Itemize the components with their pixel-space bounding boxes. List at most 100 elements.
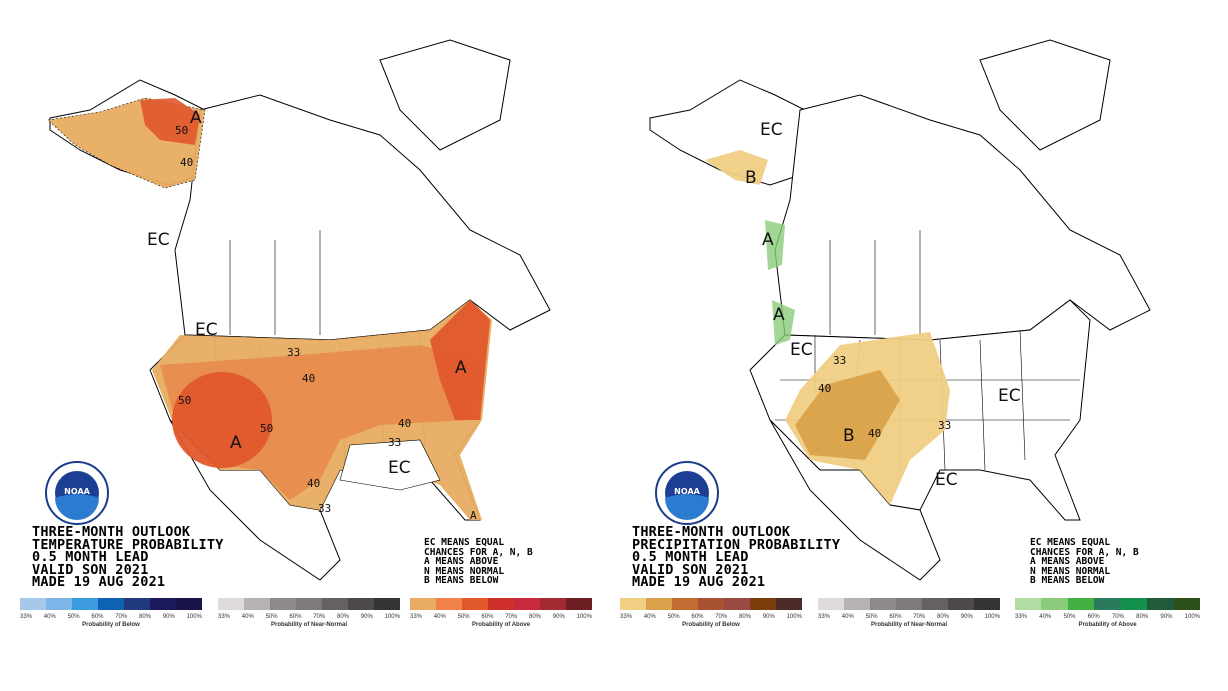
legend-title: Probability of Near-Normal: [870, 622, 947, 628]
legend-tick-label: 90%: [360, 614, 373, 620]
legend-tick-label: 40%: [241, 614, 254, 620]
legend-swatch: [948, 598, 974, 610]
map-label: A: [455, 358, 467, 378]
map-label: 50: [260, 422, 274, 435]
legend-tick-label: 70%: [115, 614, 128, 620]
legend-below: 33% 40% 50% 60% 70% 80% 90% 100% Probability of …: [620, 598, 802, 638]
legend-swatch: [540, 598, 566, 610]
map-label: 33: [388, 436, 402, 449]
legend-color-bar: [20, 598, 202, 610]
map-label: B: [843, 426, 855, 446]
legend-tick-label: 33%: [218, 614, 231, 620]
legend-swatch: [1120, 598, 1148, 610]
alaska-below-33: [705, 150, 768, 185]
legend-swatch: [974, 598, 1000, 610]
legend-tick-label: 50%: [265, 614, 278, 620]
legend-swatch: [322, 598, 348, 610]
legend-title: Probability of Above: [471, 622, 531, 628]
legend-swatch: [436, 598, 462, 610]
legend-tick-label: 70%: [313, 614, 326, 620]
map-label: EC: [195, 320, 218, 340]
map-label: A: [230, 433, 242, 453]
legend-tick-label: 80%: [336, 614, 349, 620]
legend-swatch: [1147, 598, 1174, 610]
legend-swatch: [620, 598, 646, 610]
legend-swatch: [124, 598, 150, 610]
legend-tick-label: 80%: [936, 614, 949, 620]
legend-tick-label: 90%: [1160, 614, 1173, 620]
map-label: 40: [302, 372, 316, 385]
legend-tick-label: 60%: [1087, 614, 1100, 620]
legend-swatch: [818, 598, 844, 610]
legend-tick-label: 80%: [528, 614, 541, 620]
legend-tick-label: 40%: [433, 614, 446, 620]
legend-tick-label: 40%: [1039, 614, 1052, 620]
legend-color-bar: [410, 598, 592, 610]
legend-tick-label: 33%: [20, 614, 33, 620]
legend-tick-label: 70%: [505, 614, 518, 620]
map-label: EC: [935, 470, 958, 490]
map-label: EC: [760, 120, 783, 140]
map-label: 40: [307, 477, 321, 490]
legend-swatch: [646, 598, 672, 610]
legend-swatch: [514, 598, 540, 610]
legend-swatch: [698, 598, 724, 610]
svg-text:NOAA: NOAA: [674, 487, 700, 496]
precipitation-outlook-panel: EC B A A EC 33 40 B 40 33 EC EC NOAA THR…: [610, 0, 1210, 691]
noaa-logo: NOAA: [45, 461, 109, 525]
legend-tick-label: 50%: [67, 614, 80, 620]
legend-swatch: [566, 598, 592, 610]
legend-tick-label: 33%: [620, 614, 633, 620]
map-label: B: [745, 168, 757, 188]
legend-tick-label: 60%: [691, 614, 704, 620]
legend-swatch: [1173, 598, 1200, 610]
legend-swatch: [922, 598, 948, 610]
legend-swatch: [844, 598, 870, 610]
legend-color-bar: [818, 598, 1000, 610]
legend-ticks: 33% 40% 50% 60% 70% 80% 90% 100%: [218, 614, 400, 620]
temperature-map: [47, 39, 551, 581]
map-label: EC: [998, 386, 1021, 406]
legend-tick-label: 40%: [643, 614, 656, 620]
legend-near-normal: 33% 40% 50% 60% 70% 80% 90% 100% Probability of …: [218, 598, 400, 638]
map-label: EC: [790, 340, 813, 360]
legend-tick-label: 70%: [715, 614, 728, 620]
legend-swatch: [244, 598, 270, 610]
legend-tick-label: 50%: [865, 614, 878, 620]
outlook-title: THREE-MONTH OUTLOOK PRECIPITATION PROBABI…: [632, 524, 841, 590]
legend-swatch: [462, 598, 488, 610]
legend-swatch: [1067, 598, 1095, 610]
legend-ticks: 33% 40% 50% 60% 70% 80% 90% 100%: [410, 614, 592, 620]
map-label: 50: [178, 394, 192, 407]
legend-swatch: [1094, 598, 1121, 610]
legend-title: Probability of Below: [682, 622, 740, 628]
temperature-outlook-panel: A 50 40 EC EC 33 40 50 50 A A 40 33 40 3…: [0, 0, 600, 691]
legend-swatch: [410, 598, 436, 610]
legend-swatch: [1015, 598, 1042, 610]
legend-tick-label: 50%: [457, 614, 470, 620]
legend-ticks: 33% 40% 50% 60% 70% 80% 90% 100%: [20, 614, 202, 620]
sw-above-50: [172, 372, 272, 468]
legend-swatch: [750, 598, 776, 610]
map-label: 33: [833, 354, 847, 367]
legend-tick-label: 33%: [410, 614, 423, 620]
legend-swatch: [672, 598, 698, 610]
legend-color-bar: [218, 598, 400, 610]
se-ec: [339, 439, 441, 491]
legend-title: Probability of Above: [1078, 622, 1137, 628]
noaa-logo: NOAA: [655, 461, 719, 525]
legend-tick-label: 33%: [1015, 614, 1028, 620]
legend-swatch: [724, 598, 750, 610]
legend-color-bar: [620, 598, 802, 610]
legend-tick-label: 100%: [1184, 614, 1200, 620]
map-label: A: [190, 108, 202, 128]
legend-swatch: [176, 598, 202, 610]
alaska-above-50: [140, 98, 200, 145]
legend-tick-label: 90%: [960, 614, 973, 620]
map-label: 40: [398, 417, 412, 430]
map-label: EC: [388, 458, 411, 478]
map-label: 40: [818, 382, 832, 395]
sw-below-40: [795, 370, 900, 460]
legend-tick-label: 90%: [162, 614, 175, 620]
